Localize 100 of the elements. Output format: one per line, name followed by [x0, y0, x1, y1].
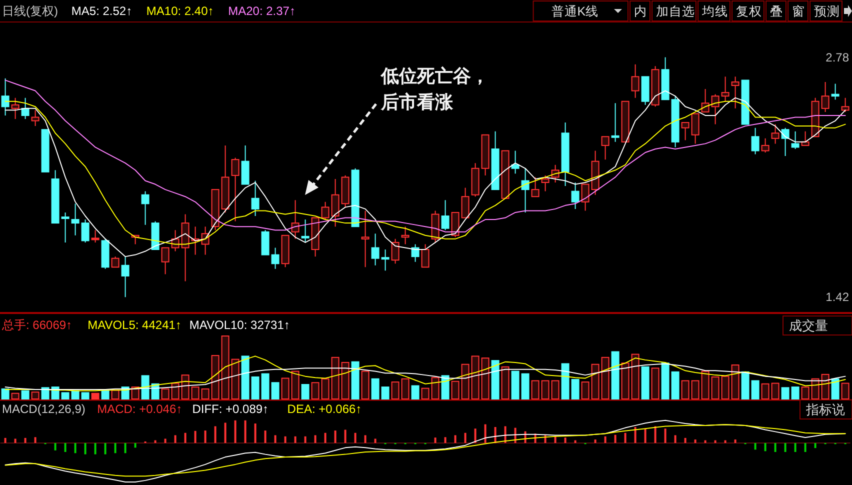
bar	[364, 435, 366, 443]
text: MAVOL10: 32731↑	[189, 318, 290, 332]
candlestick	[221, 144, 230, 213]
bar	[204, 430, 206, 443]
bar	[231, 358, 240, 400]
candlestick	[111, 256, 120, 268]
bar	[21, 390, 30, 400]
bar	[594, 439, 596, 443]
candlestick	[471, 162, 480, 198]
bar	[301, 384, 310, 400]
bar	[84, 443, 86, 454]
bar	[764, 443, 766, 452]
bar	[804, 443, 806, 452]
bar	[831, 378, 840, 400]
bar	[821, 374, 830, 400]
bar	[91, 392, 100, 400]
bar	[124, 443, 126, 454]
bar	[294, 436, 296, 443]
candlestick	[301, 219, 310, 243]
candlestick	[461, 187, 470, 218]
bar	[261, 373, 270, 400]
candlestick	[211, 189, 220, 231]
bar	[141, 375, 150, 400]
chart-title: MACD(12,26,9)	[2, 402, 86, 416]
bar	[464, 432, 466, 443]
bar	[784, 443, 786, 452]
bar	[161, 388, 170, 400]
bar	[304, 436, 306, 443]
candlestick	[481, 134, 490, 176]
candlestick	[441, 200, 450, 231]
bar	[354, 432, 356, 443]
bar	[201, 388, 210, 400]
bar	[311, 382, 320, 400]
bar	[291, 370, 300, 400]
candlestick	[611, 102, 620, 142]
candlestick	[401, 226, 410, 245]
text: DEA: +0.066↑	[287, 402, 362, 416]
bar	[841, 382, 850, 400]
bar	[794, 443, 796, 452]
candlestick	[751, 127, 760, 155]
candlestick	[331, 178, 340, 228]
bar	[501, 366, 510, 400]
bar	[454, 435, 456, 443]
candlestick	[521, 168, 530, 213]
bar	[164, 438, 166, 443]
bar	[691, 380, 700, 400]
bar	[661, 362, 670, 400]
bar	[254, 424, 256, 443]
bar	[11, 392, 20, 400]
text: MA20: 2.37↑	[228, 4, 296, 18]
bar	[94, 443, 96, 454]
annotation: 后市看涨	[380, 92, 454, 112]
bar	[104, 443, 106, 454]
series-label: MACD: +0.046↑	[97, 402, 182, 416]
bar	[641, 366, 650, 400]
candlestick	[531, 176, 540, 198]
candlestick	[491, 130, 500, 190]
bar	[734, 439, 736, 443]
candlestick	[11, 97, 20, 120]
bar	[461, 364, 470, 400]
bar	[611, 351, 620, 400]
bar	[401, 378, 410, 400]
bar	[114, 443, 116, 454]
candlestick	[121, 256, 130, 298]
bar	[334, 430, 336, 443]
text: 窗	[792, 4, 805, 18]
bar	[211, 355, 220, 400]
candlestick	[251, 180, 260, 216]
bar	[721, 376, 730, 400]
text: MA10: 2.40↑	[146, 4, 214, 18]
bar	[701, 370, 710, 400]
bar	[674, 435, 676, 443]
bar	[74, 443, 76, 454]
bar	[31, 392, 40, 400]
bar	[781, 387, 790, 400]
bar	[244, 420, 246, 443]
bar	[221, 336, 230, 400]
candlestick	[571, 182, 580, 210]
bar	[34, 437, 36, 443]
text: MAVOL5: 44241↑	[88, 318, 182, 332]
text: 普通K线	[551, 4, 599, 18]
bar	[531, 380, 540, 400]
bar	[174, 435, 176, 443]
candlestick	[631, 64, 640, 98]
bar	[351, 361, 360, 400]
bar	[154, 440, 156, 443]
bar	[474, 428, 476, 443]
bar	[634, 427, 636, 443]
bar	[194, 430, 196, 443]
bar	[581, 381, 590, 400]
bar	[711, 376, 720, 400]
y-tick-label: 2.78	[826, 50, 850, 64]
text: 预测	[814, 4, 840, 18]
bar	[481, 358, 490, 400]
bar	[761, 383, 770, 400]
bar	[54, 443, 56, 450]
candlestick	[541, 174, 550, 192]
bar	[724, 440, 726, 443]
candlestick	[71, 203, 80, 236]
bar	[811, 378, 820, 400]
